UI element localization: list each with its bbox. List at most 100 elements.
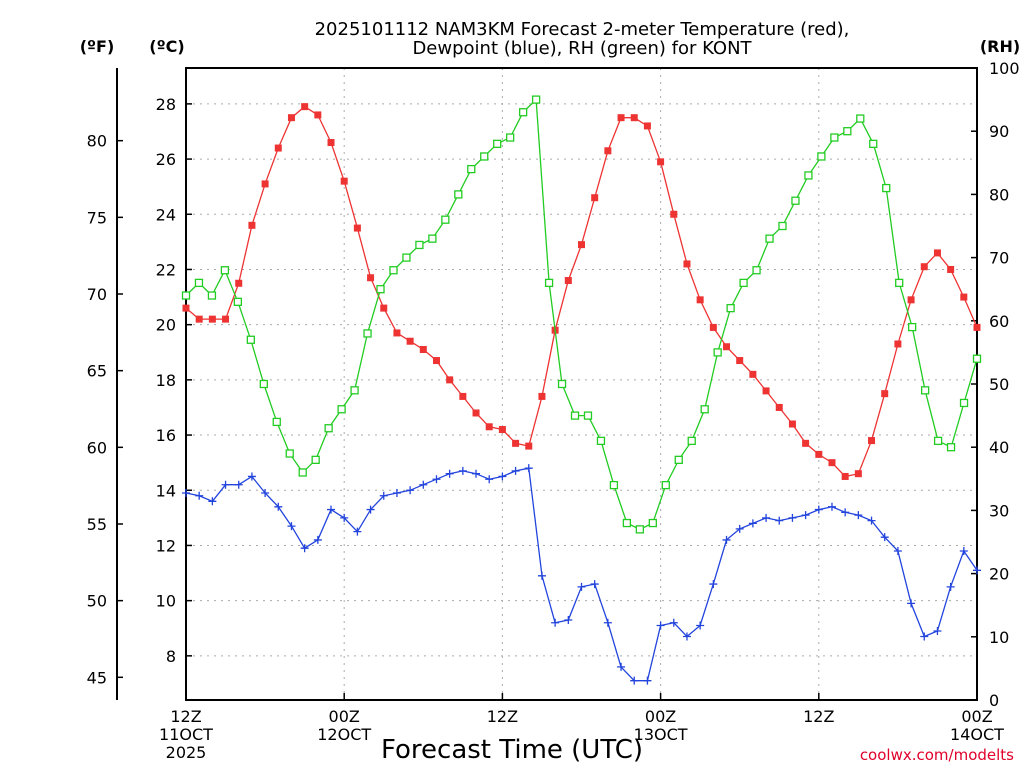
rh-point xyxy=(467,164,476,174)
fahrenheit-tick-label: 70 xyxy=(87,285,107,304)
dewpoint-point xyxy=(392,489,401,498)
dewpoint-point xyxy=(959,546,968,555)
rh-point xyxy=(298,468,307,477)
dewpoint-point xyxy=(537,571,546,580)
2-meter-temperature-point xyxy=(960,293,968,301)
x-tick-label: 12Z xyxy=(170,707,201,726)
rh-tick-label: 90 xyxy=(989,122,1009,141)
chart-title-line: 2025101112 NAM3KM Forecast 2-meter Tempe… xyxy=(315,19,850,40)
dewpoint-point xyxy=(669,618,678,627)
dewpoint-point xyxy=(643,676,652,685)
dewpoint-point xyxy=(406,486,415,495)
fahrenheit-tick-label: 45 xyxy=(87,668,107,687)
2-meter-temperature-point xyxy=(327,139,335,147)
rh-point xyxy=(207,291,217,300)
2-meter-temperature-point xyxy=(841,472,849,480)
rh-point xyxy=(933,436,943,446)
dewpoint-point xyxy=(762,513,771,522)
2-meter-temperature-point xyxy=(881,390,889,398)
rh-point xyxy=(363,329,372,338)
2-meter-temperature-point xyxy=(920,263,928,271)
dewpoint-point xyxy=(432,475,441,484)
2-meter-temperature-point xyxy=(248,221,256,229)
2-meter-temperature-line xyxy=(185,105,978,478)
rh-point xyxy=(739,278,748,288)
rh-point xyxy=(324,424,333,433)
rh-point xyxy=(376,285,385,294)
2-meter-temperature-point xyxy=(749,370,757,378)
dewpoint-point xyxy=(907,599,916,608)
dewpoint-point xyxy=(234,480,243,489)
2-meter-temperature-point xyxy=(182,304,190,312)
plot-frame xyxy=(185,67,978,701)
x-tick-label: 00Z xyxy=(645,707,676,726)
fahrenheit-tick-label: 65 xyxy=(87,362,107,381)
2-meter-temperature-point xyxy=(815,450,823,458)
2-meter-temperature-point xyxy=(696,296,704,304)
2-meter-temperature-point xyxy=(657,158,665,166)
rh-point xyxy=(233,297,243,306)
dewpoint-point xyxy=(748,519,757,528)
x-tick-label: 14OCT xyxy=(950,725,1004,744)
2-meter-temperature-point xyxy=(973,323,981,331)
2-meter-temperature-point xyxy=(485,423,493,431)
2-meter-temperature-point xyxy=(683,260,691,268)
rh-point xyxy=(908,322,917,332)
dewpoint-point xyxy=(221,480,230,489)
dewpoint-point xyxy=(617,662,626,671)
dewpoint-point xyxy=(946,582,955,591)
dewpoint-point xyxy=(327,505,336,514)
rh-point xyxy=(415,240,424,250)
rh-point xyxy=(661,480,670,490)
x-tick-label: 12Z xyxy=(803,707,834,726)
2-meter-temperature-point xyxy=(578,241,585,249)
2-meter-temperature-point xyxy=(195,315,203,323)
dewpoint-point xyxy=(682,632,691,641)
dewpoint-point xyxy=(564,615,573,624)
dewpoint-point xyxy=(300,544,309,553)
rh-point xyxy=(402,253,411,262)
2-meter-temperature-point xyxy=(670,210,678,218)
2-meter-temperature-point xyxy=(802,439,810,447)
2-meter-temperature-point xyxy=(868,437,876,445)
rh-point xyxy=(311,455,320,464)
rh-point xyxy=(493,139,502,148)
2-meter-temperature-point xyxy=(222,315,230,323)
dewpoint-point xyxy=(722,535,731,544)
dewpoint-point xyxy=(775,516,784,525)
x-tick-label: 13OCT xyxy=(634,725,688,744)
2-meter-temperature-point xyxy=(630,114,638,122)
dewpoint-point xyxy=(511,466,520,475)
celsius-tick-label: 24 xyxy=(156,205,176,224)
rh-point xyxy=(648,518,657,528)
2-meter-temperature-point xyxy=(947,265,955,273)
rh-tick-label: 70 xyxy=(989,249,1009,268)
2-meter-temperature-point xyxy=(525,442,533,450)
rh-point xyxy=(337,405,346,414)
celsius-tick-label: 18 xyxy=(156,371,176,390)
rh-tick-label: 20 xyxy=(989,565,1009,584)
grid-layer xyxy=(186,68,977,700)
2-meter-temperature-point xyxy=(261,180,269,188)
2-meter-temperature-point xyxy=(406,337,414,345)
2-meter-temperature-point xyxy=(314,111,322,119)
rh-tick-label: 30 xyxy=(989,501,1009,520)
celsius-tick-label: 28 xyxy=(156,95,176,114)
dewpoint-point xyxy=(551,618,560,627)
dewpoint-point xyxy=(735,524,744,533)
2-meter-temperature-point xyxy=(419,346,427,354)
rh-point xyxy=(713,348,722,357)
x-tick-label: 11OCT xyxy=(159,725,213,744)
2-meter-temperature-point xyxy=(459,392,467,400)
dewpoint-point xyxy=(656,621,665,630)
rh-point xyxy=(635,525,645,534)
fahrenheit-unit-label: (ºF) xyxy=(80,37,115,56)
dewpoint-point xyxy=(472,469,481,478)
rh-point xyxy=(674,455,683,464)
dewpoint-point xyxy=(261,489,270,498)
rh-tick-label: 40 xyxy=(989,438,1009,457)
rh-point xyxy=(272,417,281,427)
2-meter-temperature-point xyxy=(472,409,480,417)
dewpoint-point xyxy=(854,511,863,520)
